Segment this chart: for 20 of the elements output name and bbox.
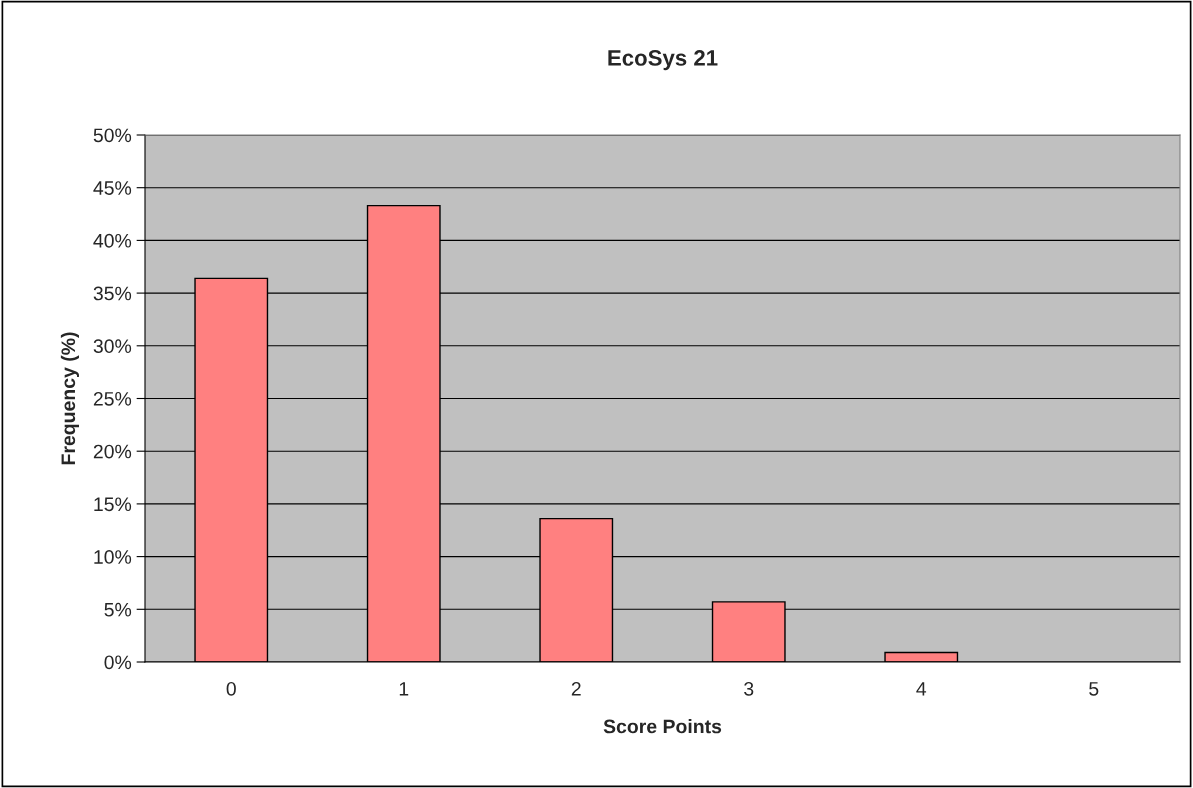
x-tick-label: 5 — [1089, 682, 1099, 696]
x-tick-label: 2 — [571, 681, 581, 696]
y-tick-label: 35% — [93, 286, 132, 301]
y-tick-label: 25% — [93, 391, 132, 406]
y-tick-label: 20% — [93, 444, 132, 459]
y-tick-label: 30% — [93, 339, 132, 354]
y-tick-label: 40% — [93, 233, 132, 248]
y-tick-label: 5% — [104, 602, 132, 617]
y-axis-title: Frequency (%) — [60, 332, 79, 465]
y-tick-label: 45% — [93, 181, 132, 195]
x-tick-label: 0 — [226, 681, 236, 696]
x-axis-title: Score Points — [603, 719, 722, 734]
x-tick-label: 3 — [744, 681, 754, 696]
y-tick-label: 50% — [93, 128, 132, 143]
x-tick-label: 4 — [916, 682, 927, 696]
x-tick-label: 1 — [399, 682, 409, 696]
chart-title: EcoSys 21 — [608, 50, 718, 71]
y-tick-label: 10% — [94, 550, 132, 564]
y-tick-label: 0% — [104, 655, 132, 670]
y-tick-label: 15% — [94, 497, 132, 512]
